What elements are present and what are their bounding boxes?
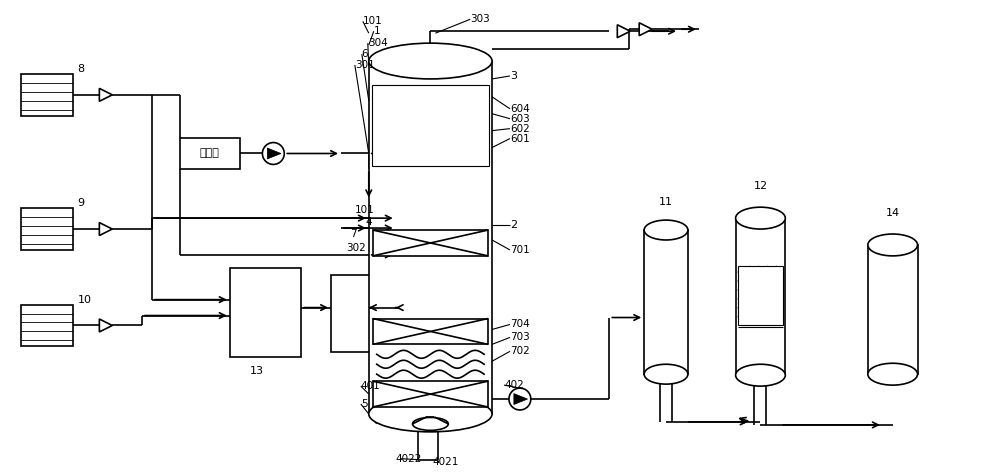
Text: 601: 601	[510, 134, 530, 144]
Ellipse shape	[736, 207, 785, 229]
Text: 9: 9	[77, 198, 85, 208]
Text: 6: 6	[361, 49, 367, 59]
Bar	[230, 268, 301, 357]
Text: 5: 5	[361, 399, 367, 409]
Polygon shape	[99, 223, 112, 236]
Text: 4021: 4021	[432, 456, 459, 467]
Ellipse shape	[644, 364, 688, 384]
Ellipse shape	[644, 220, 688, 240]
Text: 401: 401	[361, 381, 381, 391]
Bar	[21, 208, 73, 250]
Bar	[738, 266, 783, 326]
Text: 7: 7	[350, 229, 357, 239]
Text: 3: 3	[510, 71, 517, 81]
Polygon shape	[514, 393, 528, 404]
Bar	[868, 245, 918, 374]
Text: 603: 603	[510, 114, 530, 124]
Text: 14: 14	[886, 208, 900, 218]
Text: 12: 12	[753, 181, 768, 191]
Polygon shape	[267, 148, 281, 159]
Text: 303: 303	[470, 14, 490, 24]
Ellipse shape	[868, 234, 918, 256]
Text: 101: 101	[355, 205, 375, 215]
Text: 1: 1	[374, 26, 380, 36]
Text: 602: 602	[510, 124, 530, 134]
Text: 催化剂: 催化剂	[200, 148, 220, 158]
Bar	[736, 218, 785, 375]
Text: 2: 2	[510, 220, 517, 230]
Text: 4: 4	[366, 217, 372, 227]
Bar	[372, 85, 489, 166]
Text: 704: 704	[510, 319, 530, 329]
Ellipse shape	[369, 43, 492, 79]
Bar	[373, 381, 488, 407]
Bar	[21, 305, 73, 346]
Text: 101: 101	[363, 16, 383, 26]
Text: 13: 13	[249, 366, 263, 376]
Text: 11: 11	[659, 197, 673, 207]
Bar	[180, 137, 240, 169]
Bar	[644, 230, 688, 374]
Text: 302: 302	[346, 243, 366, 253]
Polygon shape	[99, 88, 112, 101]
Text: 301: 301	[355, 60, 375, 70]
Ellipse shape	[736, 364, 785, 386]
Text: 304: 304	[368, 38, 388, 48]
Ellipse shape	[868, 363, 918, 385]
Text: 701: 701	[510, 245, 530, 255]
Bar	[373, 319, 488, 345]
Bar	[21, 74, 73, 116]
Text: 604: 604	[510, 104, 530, 114]
Ellipse shape	[369, 396, 492, 432]
Polygon shape	[639, 23, 652, 36]
Text: 702: 702	[510, 346, 530, 356]
Polygon shape	[99, 319, 112, 332]
Circle shape	[509, 388, 531, 410]
Text: 4022: 4022	[396, 454, 422, 464]
Text: 402: 402	[504, 380, 524, 390]
Bar	[331, 275, 399, 352]
Bar	[369, 61, 492, 414]
Text: 703: 703	[510, 332, 530, 342]
Bar	[373, 230, 488, 256]
Text: 10: 10	[77, 295, 91, 305]
Circle shape	[262, 143, 284, 164]
Ellipse shape	[413, 418, 448, 430]
Polygon shape	[617, 25, 630, 37]
Text: 8: 8	[77, 64, 85, 74]
